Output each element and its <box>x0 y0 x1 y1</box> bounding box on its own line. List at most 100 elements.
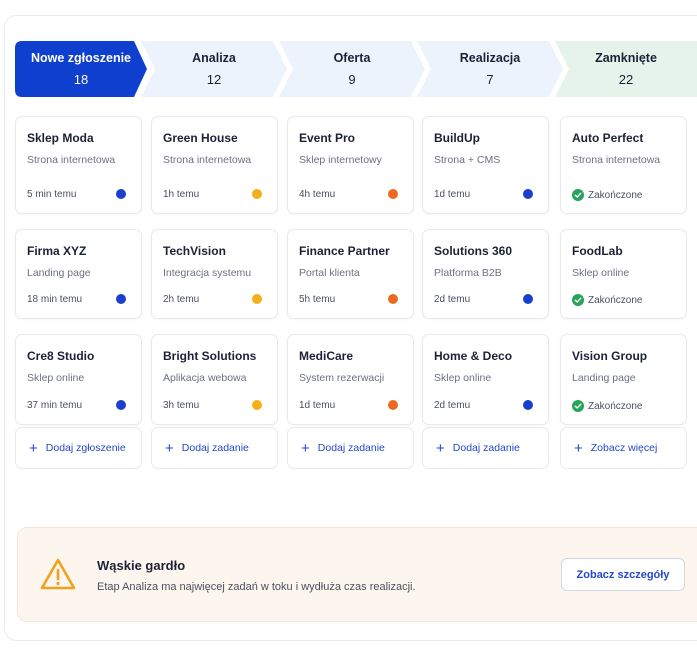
task-time: 2d temu <box>434 400 471 411</box>
task-time: 5h temu <box>299 294 336 305</box>
task-title: Solutions 360 <box>434 244 513 258</box>
stage-realization[interactable]: Realizacja 7 <box>417 41 563 97</box>
stage-arrow-shape <box>417 41 563 97</box>
stage-arrow-shape <box>141 41 287 97</box>
stage-count: 12 <box>206 72 222 87</box>
task-time: 2h temu <box>163 294 200 305</box>
task-subtitle: Strona internetowa <box>27 154 116 166</box>
plus-icon: + <box>301 439 310 457</box>
add-task-button[interactable]: + Dodaj zadanie <box>287 427 414 469</box>
task-title: MediCare <box>299 349 354 363</box>
task-title: FoodLab <box>572 244 623 258</box>
completed-status: Zakończone <box>572 294 642 306</box>
task-card[interactable]: TechVision Integracja systemu 2h temu <box>151 229 278 319</box>
task-subtitle: System rezerwacji <box>299 372 385 384</box>
view-details-button[interactable]: Zobacz szczegóły <box>561 558 685 591</box>
check-circle-icon <box>572 294 584 306</box>
completed-label: Zakończone <box>588 189 643 201</box>
task-title: Auto Perfect <box>572 131 644 145</box>
add-task-button[interactable]: + Dodaj zadanie <box>422 427 549 469</box>
task-title: Event Pro <box>299 131 356 145</box>
stage-count: 22 <box>618 72 634 87</box>
add-request-button[interactable]: + Dodaj zgłoszenie <box>15 427 142 469</box>
task-subtitle: Sklep internetowy <box>299 154 382 166</box>
plus-icon: + <box>436 439 445 457</box>
stage-count: 9 <box>348 72 356 87</box>
task-card[interactable]: Auto Perfect Strona internetowa Zakończo… <box>560 116 687 214</box>
task-title: Cre8 Studio <box>27 349 95 363</box>
plus-icon: + <box>165 439 174 457</box>
task-card[interactable]: Cre8 Studio Sklep online 37 min temu <box>15 334 142 425</box>
task-subtitle: Landing page <box>27 267 91 279</box>
see-more-label: Zobacz więcej <box>590 442 658 454</box>
check-circle-icon <box>572 400 584 412</box>
task-time: 5 min temu <box>27 189 77 200</box>
task-time: 18 min temu <box>27 294 83 305</box>
bottleneck-alert: Wąskie gardło Etap Analiza ma najwięcej … <box>17 527 697 622</box>
stage-label: Zamknięte <box>595 51 657 65</box>
task-card[interactable]: Solutions 360 Platforma B2B 2d temu <box>422 229 549 319</box>
alert-title: Wąskie gardło <box>97 558 186 573</box>
stage-new[interactable]: Nowe zgłoszenie 18 <box>15 41 147 97</box>
task-title: TechVision <box>163 244 226 258</box>
task-card[interactable]: FoodLab Sklep online Zakończone <box>560 229 687 319</box>
task-time: 1h temu <box>163 189 200 200</box>
status-dot <box>388 294 398 304</box>
add-task-label: Dodaj zadanie <box>452 442 520 454</box>
add-request-label: Dodaj zgłoszenie <box>45 442 126 454</box>
completed-status: Zakończone <box>572 400 642 412</box>
task-subtitle: Landing page <box>572 372 636 384</box>
task-card[interactable]: Vision Group Landing page Zakończone <box>560 334 687 425</box>
task-card[interactable]: Firma XYZ Landing page 18 min temu <box>15 229 142 319</box>
stage-label: Nowe zgłoszenie <box>30 51 132 65</box>
task-time: 2d temu <box>434 294 471 305</box>
task-card[interactable]: Event Pro Sklep internetowy 4h temu <box>287 116 414 214</box>
task-subtitle: Portal klienta <box>299 267 360 279</box>
task-time: 3h temu <box>163 400 200 411</box>
check-circle-icon <box>572 189 584 201</box>
plus-icon: + <box>29 439 38 457</box>
status-dot <box>388 189 398 199</box>
task-card[interactable]: MediCare System rezerwacji 1d temu <box>287 334 414 425</box>
task-subtitle: Sklep online <box>434 372 492 384</box>
task-title: Bright Solutions <box>163 349 257 363</box>
completed-label: Zakończone <box>588 294 643 306</box>
status-dot <box>116 294 126 304</box>
task-title: Home & Deco <box>434 349 513 363</box>
task-card[interactable]: Sklep Moda Strona internetowa 5 min temu <box>15 116 142 214</box>
add-task-label: Dodaj zadanie <box>317 442 385 454</box>
task-title: Firma XYZ <box>27 244 87 258</box>
task-title: Green House <box>163 131 238 145</box>
task-subtitle: Strona internetowa <box>572 154 661 166</box>
task-title: BuildUp <box>434 131 480 145</box>
task-time: 1d temu <box>434 189 471 200</box>
status-dot <box>252 189 262 199</box>
task-subtitle: Sklep online <box>27 372 85 384</box>
status-dot <box>523 294 533 304</box>
stage-arrow-shape <box>555 41 697 97</box>
task-card[interactable]: BuildUp Strona + CMS 1d temu <box>422 116 549 214</box>
see-more-button[interactable]: + Zobacz więcej <box>560 427 687 469</box>
completed-label: Zakończone <box>588 400 643 412</box>
task-card[interactable]: Green House Strona internetowa 1h temu <box>151 116 278 214</box>
add-task-button[interactable]: + Dodaj zadanie <box>151 427 278 469</box>
task-subtitle: Strona + CMS <box>434 154 501 166</box>
stage-label: Realizacja <box>459 51 521 65</box>
task-card[interactable]: Finance Partner Portal klienta 5h temu <box>287 229 414 319</box>
task-time: 37 min temu <box>27 400 83 411</box>
status-dot <box>523 189 533 199</box>
completed-status: Zakończone <box>572 189 642 201</box>
stage-offer[interactable]: Oferta 9 <box>279 41 425 97</box>
warning-triangle-icon <box>40 557 76 591</box>
stage-analysis[interactable]: Analiza 12 <box>141 41 287 97</box>
task-time: 1d temu <box>299 400 336 411</box>
status-dot <box>523 400 533 410</box>
stage-count: 18 <box>73 72 89 87</box>
stage-closed[interactable]: Zamknięte 22 <box>555 41 697 97</box>
task-time: 4h temu <box>299 189 336 200</box>
status-dot <box>252 400 262 410</box>
status-dot <box>252 294 262 304</box>
task-card[interactable]: Home & Deco Sklep online 2d temu <box>422 334 549 425</box>
stage-arrow-shape <box>279 41 425 97</box>
task-card[interactable]: Bright Solutions Aplikacja webowa 3h tem… <box>151 334 278 425</box>
